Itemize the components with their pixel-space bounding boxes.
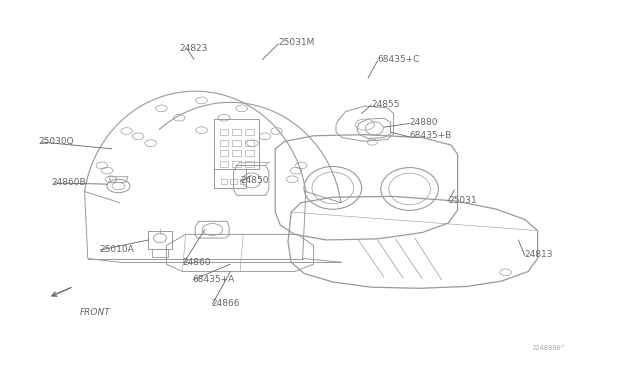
Bar: [220, 161, 228, 167]
Text: J248000^: J248000^: [531, 345, 565, 351]
Bar: [245, 129, 254, 135]
Bar: [245, 161, 254, 167]
Text: 68435+B: 68435+B: [410, 131, 452, 140]
Bar: [245, 150, 254, 156]
Text: 24855: 24855: [371, 100, 400, 109]
Text: 68435+C: 68435+C: [378, 55, 420, 64]
Text: 25030Q: 25030Q: [38, 137, 74, 146]
Text: 24866: 24866: [211, 299, 240, 308]
Text: 24823: 24823: [179, 44, 207, 53]
Bar: [220, 150, 228, 156]
Bar: [230, 179, 237, 184]
Bar: [232, 129, 241, 135]
Text: 24813: 24813: [525, 250, 554, 259]
Text: 24880: 24880: [410, 118, 438, 127]
Text: 25031: 25031: [448, 196, 477, 205]
Text: 68435+A: 68435+A: [192, 275, 234, 283]
Bar: [232, 161, 241, 167]
Text: 25031M: 25031M: [278, 38, 315, 47]
Bar: [221, 179, 227, 184]
Bar: [220, 129, 228, 135]
Text: 24850: 24850: [240, 176, 269, 185]
Bar: [232, 150, 241, 156]
Text: 25010A: 25010A: [99, 245, 134, 254]
Bar: [220, 140, 228, 146]
Bar: [245, 140, 254, 146]
Text: 24860: 24860: [182, 258, 211, 267]
Text: 24860B: 24860B: [51, 178, 86, 187]
Text: FRONT: FRONT: [80, 308, 111, 317]
Bar: [232, 140, 241, 146]
Bar: [240, 179, 246, 184]
